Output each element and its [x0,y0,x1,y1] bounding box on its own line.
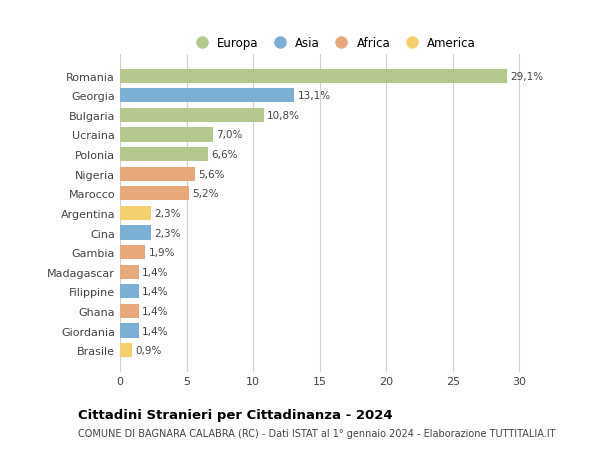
Text: 10,8%: 10,8% [267,111,300,121]
Text: 1,9%: 1,9% [149,247,175,257]
Text: 1,4%: 1,4% [142,287,169,297]
Bar [120,69,508,84]
Bar [120,343,132,358]
Bar [120,265,139,279]
Bar [120,226,151,240]
Bar [120,128,213,142]
Bar [120,207,151,220]
Text: Cittadini Stranieri per Cittadinanza - 2024: Cittadini Stranieri per Cittadinanza - 2… [78,408,392,421]
Bar [120,304,139,318]
Bar [120,109,264,123]
Text: 7,0%: 7,0% [217,130,243,140]
Text: 6,6%: 6,6% [211,150,238,160]
Text: 5,6%: 5,6% [198,169,224,179]
Text: 1,4%: 1,4% [142,267,169,277]
Text: 0,9%: 0,9% [136,345,161,355]
Text: 1,4%: 1,4% [142,306,169,316]
Text: 13,1%: 13,1% [298,91,331,101]
Bar [120,324,139,338]
Bar [120,285,139,299]
Text: 2,3%: 2,3% [154,208,181,218]
Text: 5,2%: 5,2% [193,189,219,199]
Text: 2,3%: 2,3% [154,228,181,238]
Text: 1,4%: 1,4% [142,326,169,336]
Bar [120,167,194,181]
Bar [120,246,145,260]
Text: 29,1%: 29,1% [511,72,544,82]
Legend: Europa, Asia, Africa, America: Europa, Asia, Africa, America [185,33,481,55]
Text: COMUNE DI BAGNARA CALABRA (RC) - Dati ISTAT al 1° gennaio 2024 - Elaborazione TU: COMUNE DI BAGNARA CALABRA (RC) - Dati IS… [78,428,556,438]
Bar [120,89,295,103]
Bar [120,187,189,201]
Bar [120,148,208,162]
